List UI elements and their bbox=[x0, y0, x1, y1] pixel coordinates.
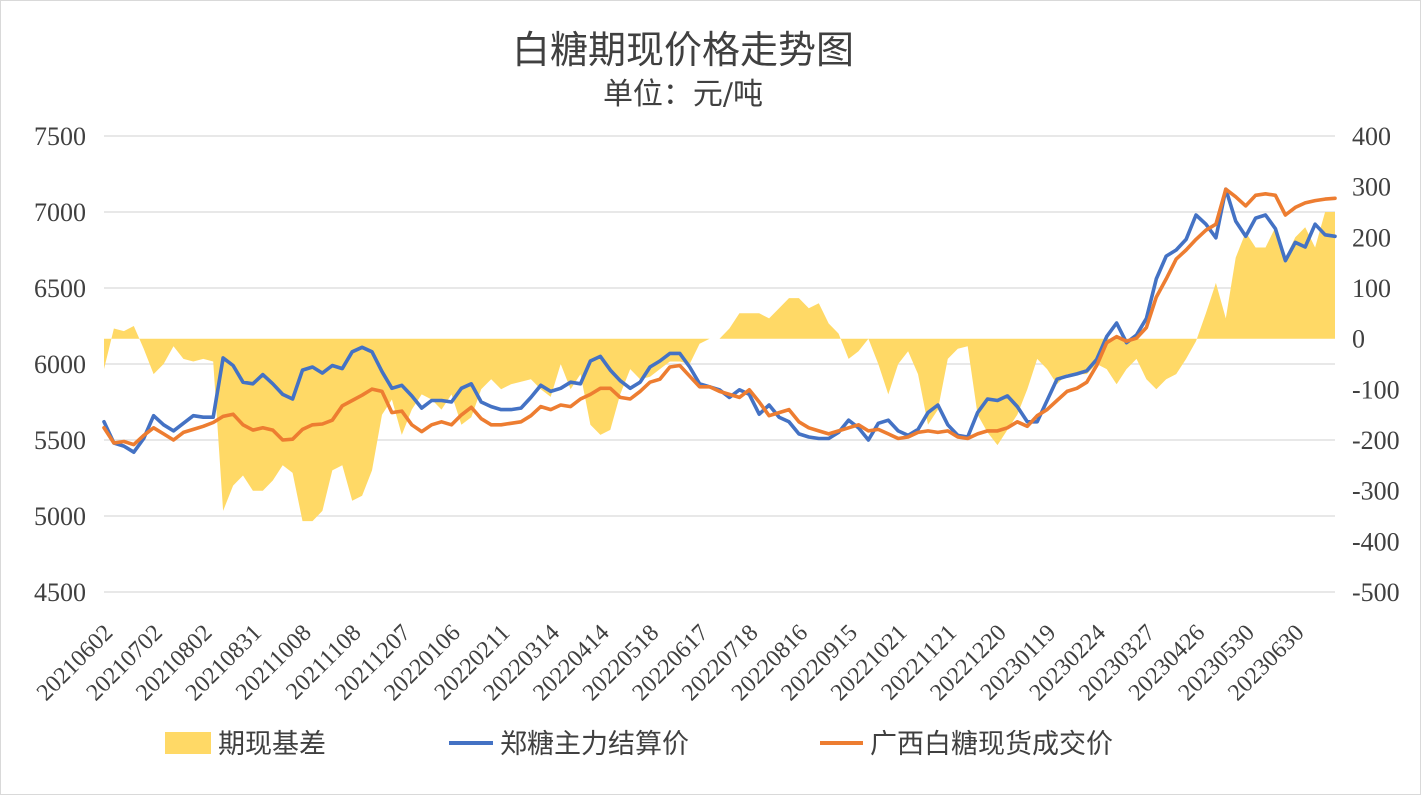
guangxi-spot-line bbox=[102, 187, 1337, 447]
y-left-tick-label: 6500 bbox=[34, 274, 86, 303]
y-left-tick-label: 5500 bbox=[34, 426, 86, 455]
y-right-tick-label: -500 bbox=[1352, 578, 1400, 607]
legend-item-basis: 期现基差 bbox=[165, 729, 326, 760]
y-right-tick-label: 100 bbox=[1352, 274, 1391, 303]
chart-subtitle: 单位：元/吨 bbox=[603, 77, 763, 112]
y-right-tick-label: -200 bbox=[1352, 426, 1400, 455]
y-left-axis-labels: 7500 7000 6500 6000 5500 5000 4500 bbox=[34, 122, 86, 607]
y-left-tick-label: 6000 bbox=[34, 350, 86, 379]
legend-swatch-basis bbox=[165, 732, 211, 754]
legend-label-basis: 期现基差 bbox=[218, 729, 326, 760]
y-left-tick-label: 4500 bbox=[34, 578, 86, 607]
y-right-tick-label: 400 bbox=[1352, 122, 1391, 151]
legend: 期现基差 郑糖主力结算价 广西白糖现货成交价 bbox=[165, 729, 1113, 760]
y-right-tick-label: -100 bbox=[1352, 375, 1400, 404]
legend-item-futures: 郑糖主力结算价 bbox=[449, 729, 689, 760]
y-right-tick-label: 0 bbox=[1352, 325, 1365, 354]
chart-title: 白糖期现价格走势图 bbox=[512, 28, 854, 72]
y-left-tick-label: 7500 bbox=[34, 122, 86, 151]
y-right-tick-label: -300 bbox=[1352, 477, 1400, 506]
y-right-tick-label: 300 bbox=[1352, 173, 1391, 202]
legend-item-spot: 广西白糖现货成交价 bbox=[820, 729, 1113, 760]
y-left-tick-label: 7000 bbox=[34, 198, 86, 227]
legend-label-spot: 广西白糖现货成交价 bbox=[870, 729, 1113, 760]
y-right-tick-label: -400 bbox=[1352, 527, 1400, 556]
y-right-tick-label: 200 bbox=[1352, 223, 1391, 252]
legend-label-futures: 郑糖主力结算价 bbox=[500, 729, 689, 760]
series-layer bbox=[102, 187, 1337, 522]
y-right-axis-labels: 400 300 200 100 0 -100 -200 -300 -400 -500 bbox=[1352, 122, 1400, 607]
y-left-tick-label: 5000 bbox=[34, 502, 86, 531]
